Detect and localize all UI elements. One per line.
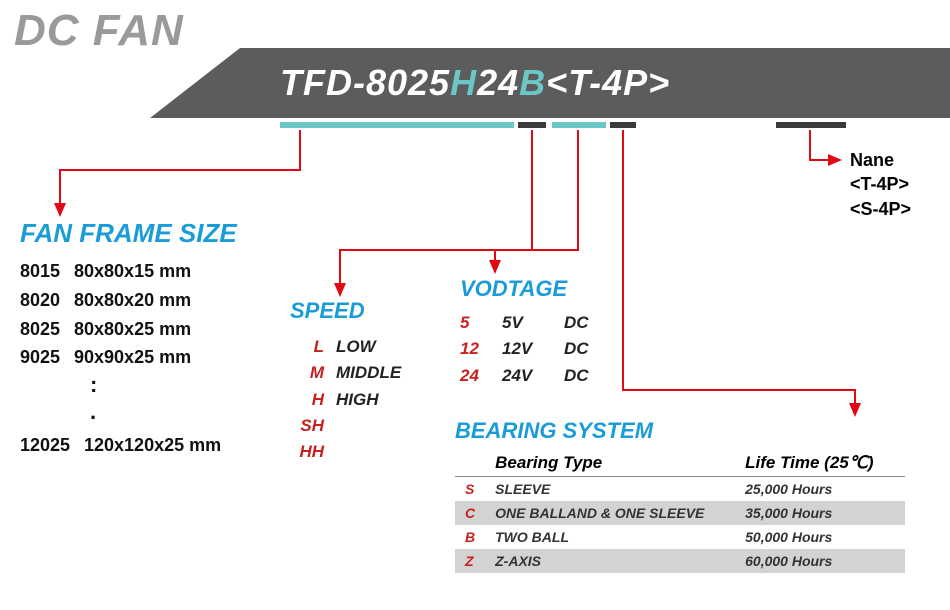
speed-row: HH [290, 439, 401, 465]
frame-ellipsis: : [20, 372, 237, 398]
bearing-col-type: Bearing Type [485, 450, 735, 477]
voltage-section: VODTAGE 55VDC1212VDC2424VDC [460, 276, 589, 389]
voltage-row: 2424VDC [460, 363, 589, 389]
frame-ellipsis: . [20, 399, 237, 425]
speed-section: SPEED LLOWMMIDDLEHHIGHSHHH [290, 298, 401, 466]
suffix-line-3: <S-4P> [850, 197, 911, 221]
model-band: TFD-8025H24B<T-4P> [150, 48, 950, 118]
underline-frame [280, 122, 514, 128]
bearing-section: BEARING SYSTEM Bearing Type Life Time (2… [455, 418, 905, 573]
frame-row: 801580x80x15 mm [20, 257, 237, 286]
bearing-heading: BEARING SYSTEM [455, 418, 905, 444]
frame-row: 12025120x120x25 mm [20, 431, 237, 460]
underline-speed [518, 122, 546, 128]
page-title: DC FAN [14, 6, 184, 56]
speed-heading: SPEED [290, 298, 401, 324]
model-part-suffix: <T-4P> [546, 62, 670, 103]
bearing-row: SSLEEVE25,000 Hours [455, 477, 905, 502]
suffix-line-1: Nane [850, 148, 911, 172]
suffix-line-2: <T-4P> [850, 172, 911, 196]
suffix-section: Nane <T-4P> <S-4P> [850, 148, 911, 221]
voltage-row: 1212VDC [460, 336, 589, 362]
bearing-row: CONE BALLAND & ONE SLEEVE35,000 Hours [455, 501, 905, 525]
underline-voltage [552, 122, 606, 128]
bearing-col-life: Life Time (25℃) [735, 450, 905, 477]
model-part-volt: 24 [477, 62, 519, 103]
speed-row: MMIDDLE [290, 360, 401, 386]
voltage-heading: VODTAGE [460, 276, 589, 302]
underline-suffix [776, 122, 846, 128]
frame-row: 802580x80x25 mm [20, 315, 237, 344]
speed-row: HHIGH [290, 387, 401, 413]
model-part-speed: H [450, 62, 477, 103]
speed-row: SH [290, 413, 401, 439]
speed-row: LLOW [290, 334, 401, 360]
model-part-bear: B [519, 62, 546, 103]
frame-row: 902590x90x25 mm [20, 343, 237, 372]
frame-section: FAN FRAME SIZE 801580x80x15 mm802080x80x… [20, 218, 237, 460]
bearing-row: ZZ-AXIS60,000 Hours [455, 549, 905, 573]
underline-bearing [610, 122, 636, 128]
bearing-row: BTWO BALL50,000 Hours [455, 525, 905, 549]
frame-row: 802080x80x20 mm [20, 286, 237, 315]
model-part-base: TFD-8025 [280, 62, 450, 103]
voltage-row: 55VDC [460, 310, 589, 336]
frame-heading: FAN FRAME SIZE [20, 218, 237, 249]
